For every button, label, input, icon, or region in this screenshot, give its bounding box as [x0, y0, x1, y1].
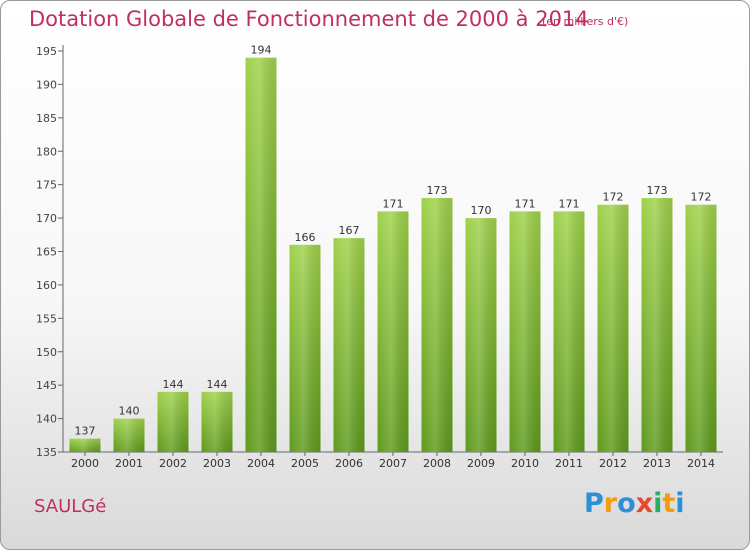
bar-value-label: 137 — [75, 425, 96, 438]
y-tick-label: 160 — [36, 279, 57, 292]
x-tick-label: 2005 — [291, 457, 319, 470]
bar-value-label: 173 — [647, 184, 668, 197]
y-tick-label: 180 — [36, 145, 57, 158]
x-tick-label: 2012 — [599, 457, 627, 470]
x-tick-label: 2006 — [335, 457, 363, 470]
brand-letter: o — [617, 488, 636, 519]
bar-shine — [509, 211, 541, 452]
chart-title: Dotation Globale de Fonctionnement de 20… — [29, 7, 589, 31]
x-tick-label: 2002 — [159, 457, 187, 470]
chart-labels: 137 2000 140 2001 144 2002 144 2003 194 2004 166 20… — [71, 44, 715, 470]
bar-shine — [289, 244, 321, 452]
y-tick-label: 190 — [36, 78, 57, 91]
bar-value-label: 194 — [251, 44, 272, 57]
x-tick-label: 2010 — [511, 457, 539, 470]
bar-shine — [157, 391, 189, 452]
chart-axes: 135 140 145 150 155 160 165 170 175 180 185 190 195 — [36, 45, 723, 459]
bar-value-label: 171 — [559, 197, 580, 210]
brand-letter: x — [635, 488, 654, 519]
brand-letter: t — [662, 488, 676, 519]
y-tick-label: 150 — [36, 346, 57, 359]
x-tick-label: 2009 — [467, 457, 495, 470]
bar-value-label: 144 — [207, 378, 228, 391]
y-tick-label: 140 — [36, 413, 57, 426]
bar-shine — [333, 238, 365, 452]
brand-letter: P — [584, 488, 604, 519]
y-tick-label: 195 — [36, 45, 57, 58]
bar-value-label: 172 — [603, 191, 624, 204]
bar-value-label: 173 — [427, 184, 448, 197]
x-tick-label: 2011 — [555, 457, 583, 470]
bar-value-label: 171 — [383, 197, 404, 210]
bar-shine — [597, 204, 629, 452]
x-tick-label: 2000 — [71, 457, 99, 470]
x-tick-label: 2003 — [203, 457, 231, 470]
bar-shine — [201, 391, 233, 452]
bar-shine — [421, 198, 453, 452]
bar-shine — [465, 218, 497, 452]
brand-logo: Proxiti — [584, 488, 685, 519]
y-tick-label: 185 — [36, 112, 57, 125]
chart-subtitle: (en milliers d'€) — [542, 15, 629, 28]
bar-value-label: 171 — [515, 197, 536, 210]
x-tick-label: 2004 — [247, 457, 275, 470]
y-tick-label: 175 — [36, 179, 57, 192]
bar-shine — [69, 438, 101, 452]
bar-shine — [641, 198, 673, 452]
x-tick-label: 2008 — [423, 457, 451, 470]
bar-value-label: 172 — [691, 191, 712, 204]
y-tick-label: 165 — [36, 246, 57, 259]
commune-name: SAULGé — [34, 496, 107, 517]
chart-bars — [69, 57, 717, 452]
y-tick-label: 155 — [36, 312, 57, 325]
x-tick-label: 2013 — [643, 457, 671, 470]
x-tick-label: 2007 — [379, 457, 407, 470]
bar-shine — [113, 418, 145, 452]
bar-shine — [245, 57, 277, 452]
x-tick-label: 2001 — [115, 457, 143, 470]
x-tick-label: 2014 — [687, 457, 715, 470]
brand-letter: i — [675, 488, 685, 519]
y-tick-label: 170 — [36, 212, 57, 225]
y-tick-label: 145 — [36, 379, 57, 392]
bar-value-label: 166 — [295, 231, 316, 244]
bar-value-label: 167 — [339, 224, 360, 237]
y-tick-label: 135 — [36, 446, 57, 459]
bar-value-label: 170 — [471, 204, 492, 217]
bar-shine — [685, 204, 717, 452]
bar-shine — [377, 211, 409, 452]
bar-shine — [553, 211, 585, 452]
bar-value-label: 144 — [163, 378, 184, 391]
brand-letter: i — [653, 488, 663, 519]
brand-letter: r — [603, 488, 618, 519]
bar-value-label: 140 — [119, 405, 140, 418]
